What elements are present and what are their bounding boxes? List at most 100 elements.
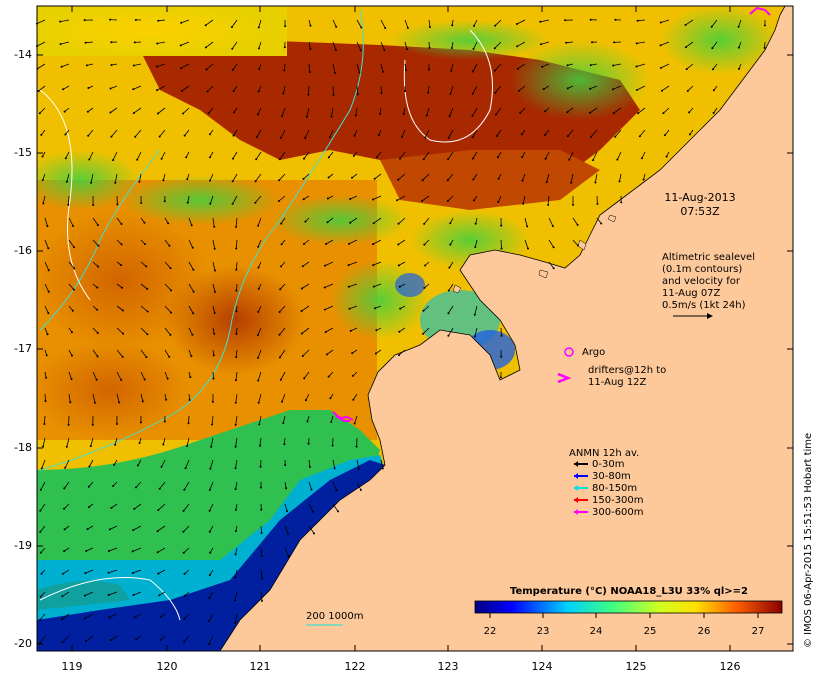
velocity-arrow-icon: [424, 239, 430, 245]
velocity-arrow-icon: [92, 239, 99, 247]
velocity-arrowhead-icon: [348, 307, 351, 310]
velocity-arrow-icon: [711, 41, 718, 49]
velocity-arrowhead-icon: [474, 222, 477, 225]
velocity-arrowhead-icon: [232, 134, 235, 137]
velocity-arrow-icon: [157, 41, 166, 44]
velocity-arrow-icon: [302, 261, 310, 267]
velocity-arrowhead-icon: [333, 71, 336, 74]
velocity-arrow-icon: [284, 481, 287, 489]
velocity-arrowhead-icon: [635, 42, 638, 45]
velocity-arrowhead-icon: [45, 354, 48, 357]
velocity-arrow-icon: [181, 19, 190, 24]
velocity-arrowhead-icon: [170, 289, 173, 292]
velocity-arrowhead-icon: [566, 135, 569, 138]
velocity-arrowhead-icon: [541, 65, 544, 68]
velocity-arrowhead-icon: [85, 550, 88, 552]
velocity-arrow-icon: [332, 481, 337, 491]
velocity-arrow-icon: [137, 459, 142, 466]
velocity-arrowhead-icon: [132, 529, 135, 532]
velocity-arrowhead-icon: [257, 266, 260, 269]
velocity-arrow-icon: [354, 415, 358, 424]
velocity-arrowhead-icon: [325, 243, 328, 245]
velocity-arrowhead-icon: [133, 507, 136, 510]
velocity-arrowhead-icon: [189, 376, 192, 379]
velocity-arrowhead-icon: [327, 176, 330, 179]
velocity-arrow-icon: [428, 19, 431, 28]
velocity-arrowhead-icon: [349, 198, 352, 200]
velocity-arrow-icon: [44, 283, 50, 292]
velocity-arrowhead-icon: [64, 157, 67, 160]
velocity-arrowhead-icon: [70, 378, 73, 381]
velocity-arrowhead-icon: [136, 464, 139, 467]
velocity-arrowhead-icon: [120, 379, 123, 381]
velocity-arrow-icon: [399, 151, 406, 159]
velocity-arrow-icon: [232, 63, 238, 71]
velocity-arrow-icon: [164, 239, 170, 247]
velocity-arrow-icon: [164, 327, 171, 336]
velocity-arrowhead-icon: [157, 19, 160, 22]
velocity-arrow-icon: [330, 415, 334, 423]
velocity-arrowhead-icon: [495, 113, 497, 116]
velocity-arrow-icon: [231, 19, 238, 28]
velocity-arrowhead-icon: [40, 133, 43, 136]
velocity-arrowhead-icon: [232, 157, 234, 160]
velocity-arrowhead-icon: [86, 110, 89, 113]
velocity-arrow-icon: [188, 327, 193, 335]
velocity-arrowhead-icon: [258, 423, 261, 426]
altimetry-line: Altimetric sealevel: [662, 252, 755, 263]
velocity-arrowhead-icon: [62, 88, 65, 91]
velocity-arrow-icon: [325, 327, 334, 333]
velocity-arrowhead-icon: [83, 19, 86, 22]
velocity-arrow-icon: [183, 481, 190, 490]
velocity-arrowhead-icon: [143, 243, 146, 245]
velocity-arrow-icon: [472, 129, 478, 138]
velocity-arrowhead-icon: [257, 379, 260, 382]
velocity-arrow-icon: [257, 107, 262, 115]
velocity-arrow-icon: [447, 173, 454, 181]
velocity-arrowhead-icon: [256, 136, 258, 138]
velocity-arrow-icon: [209, 503, 214, 512]
velocity-arrowhead-icon: [522, 202, 525, 205]
velocity-arrowhead-icon: [235, 356, 238, 359]
velocity-arrowhead-icon: [192, 290, 195, 293]
velocity-arrow-icon: [235, 371, 238, 381]
velocity-arrowhead-icon: [182, 551, 185, 554]
velocity-arrow-icon: [283, 63, 286, 71]
velocity-arrowhead-icon: [257, 401, 260, 404]
velocity-arrowhead-icon: [300, 287, 303, 290]
velocity-arrowhead-icon: [308, 465, 311, 468]
velocity-arrowhead-icon: [65, 180, 68, 183]
velocity-arrow-icon: [205, 19, 214, 26]
velocity-arrowhead-icon: [208, 488, 211, 491]
velocity-arrowhead-icon: [135, 638, 138, 641]
velocity-arrowhead-icon: [406, 48, 409, 51]
velocity-arrow-icon: [494, 41, 502, 49]
velocity-arrowhead-icon: [332, 94, 335, 96]
velocity-arrowhead-icon: [355, 445, 358, 448]
velocity-arrowhead-icon: [278, 311, 281, 313]
velocity-arrow-icon: [60, 41, 70, 45]
velocity-arrowhead-icon: [287, 532, 289, 535]
velocity-arrowhead-icon: [182, 112, 185, 115]
velocity-arrowhead-icon: [183, 134, 186, 137]
velocity-arrowhead-icon: [281, 115, 284, 117]
velocity-arrow-icon: [258, 261, 262, 268]
velocity-arrowhead-icon: [120, 243, 123, 246]
velocity-arrow-icon: [87, 107, 94, 113]
velocity-arrow-icon: [68, 261, 75, 269]
velocity-arrow-icon: [356, 41, 362, 51]
velocity-arrow-icon: [232, 195, 238, 204]
velocity-arrow-icon: [68, 239, 75, 248]
velocity-arrowhead-icon: [96, 308, 99, 311]
velocity-arrow-icon: [133, 107, 142, 114]
lon-axis: 119 120 121 122 123 124 125 126: [62, 660, 741, 673]
velocity-arrowhead-icon: [425, 114, 428, 117]
velocity-arrowhead-icon: [422, 309, 425, 312]
velocity-arrow-icon: [205, 41, 214, 48]
velocity-arrowhead-icon: [208, 530, 211, 533]
velocity-arrowhead-icon: [138, 180, 141, 183]
colorbar: Temperature (°C) NOAA18_L3U 33% ql>=2 22…: [474, 586, 783, 637]
velocity-arrow-icon: [44, 305, 49, 314]
lat-label: -17: [14, 342, 32, 355]
